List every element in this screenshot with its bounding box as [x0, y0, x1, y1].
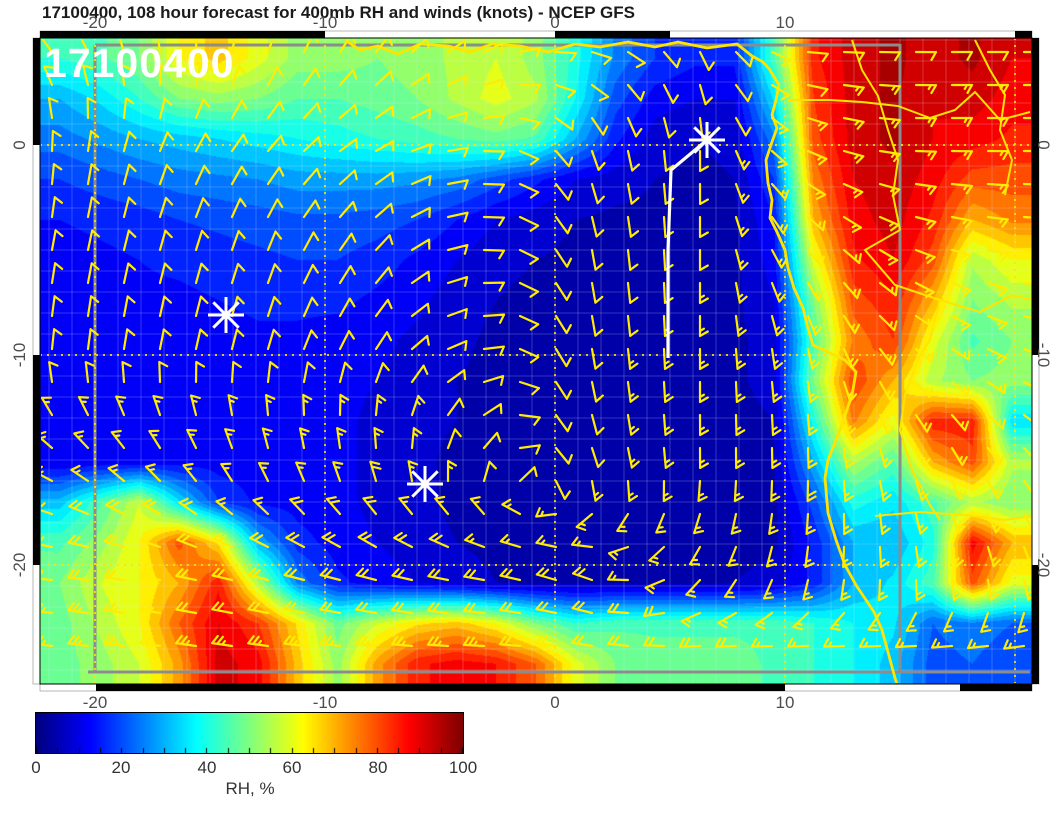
colorbar-tick-60: 60 — [282, 758, 302, 777]
plot-title: 17100400, 108 hour forecast for 400mb RH… — [42, 3, 635, 22]
country-border-line — [974, 39, 1014, 196]
lon-tick-bottom-1: -10 — [312, 693, 338, 712]
colorbar-tick-0: 0 — [31, 758, 41, 777]
colorbar-unit-label: RH, % — [225, 779, 275, 798]
colorbar-tick-100: 100 — [448, 758, 478, 777]
country-border-line — [897, 90, 1031, 122]
lat-tick-left-1: -10 — [10, 342, 29, 368]
asterisk-marker-icon — [407, 466, 443, 502]
lon-tick-top-3: 10 — [775, 13, 795, 32]
lat-tick-left-2: -20 — [10, 552, 29, 578]
lat-tick-left-0: 0 — [10, 140, 29, 150]
asterisk-marker-icon — [208, 297, 244, 333]
map-frame — [32, 30, 1040, 692]
cycle-overlay-label: 17100400 — [44, 40, 235, 86]
colorbar — [35, 712, 464, 754]
asterisk-markers — [208, 122, 725, 502]
lon-tick-bottom-3: 10 — [775, 693, 795, 712]
lat-tick-right-2: -20 — [1034, 552, 1053, 578]
domain-boundary-lines — [88, 43, 1030, 674]
country-border-line — [851, 39, 901, 231]
country-border-line — [898, 354, 941, 521]
lon-tick-top-1: -10 — [312, 13, 338, 32]
wind-barbs — [41, 39, 1031, 650]
lat-tick-right-0: 0 — [1034, 140, 1053, 150]
asterisk-marker-icon — [689, 122, 725, 158]
colorbar-tick-20: 20 — [111, 758, 131, 777]
lon-tick-bottom-2: 0 — [550, 693, 560, 712]
colorbar-tick-40: 40 — [197, 758, 217, 777]
lat-tick-right-1: -10 — [1034, 342, 1053, 368]
storm-track-line — [666, 138, 709, 358]
colorbar-tick-80: 80 — [368, 758, 388, 777]
coastline-and-borders — [344, 39, 1031, 683]
lon-tick-top-0: -20 — [82, 13, 108, 32]
lon-tick-bottom-0: -20 — [82, 693, 108, 712]
major-graticule-dotted — [41, 39, 1031, 683]
minor-grid — [41, 39, 1031, 683]
lon-tick-top-2: 0 — [550, 13, 560, 32]
country-border-line — [874, 510, 1031, 522]
country-border-line — [919, 299, 941, 356]
